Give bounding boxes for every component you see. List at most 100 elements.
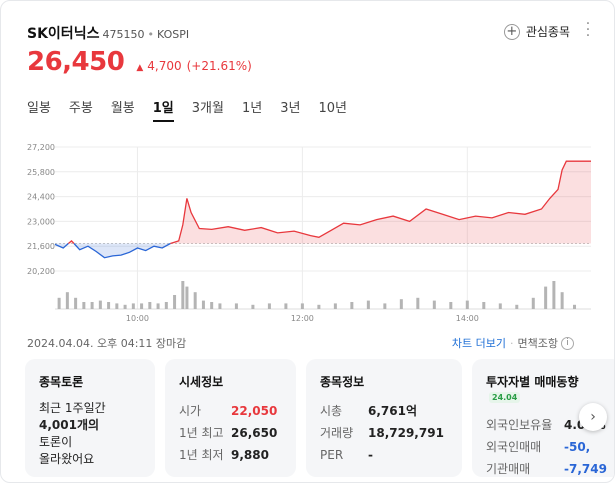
institution-trade-row: 기관매매 -7,749 bbox=[486, 458, 608, 480]
volume-bar bbox=[317, 304, 321, 309]
open-price-value: 22,050 bbox=[231, 404, 278, 418]
volume-bar bbox=[399, 299, 403, 309]
volume-bar bbox=[416, 297, 420, 309]
volume-bar bbox=[515, 304, 519, 309]
institution-trade-label: 기관매매 bbox=[486, 462, 531, 476]
stock-info-panel[interactable]: 종목정보 시총 6,761억 거래량 18,729,791 PER - bbox=[306, 359, 462, 477]
year-low-label: 1년 최저 bbox=[179, 448, 224, 462]
open-price-row: 시가 22,050 bbox=[179, 400, 282, 422]
current-price: 26,450 bbox=[27, 47, 125, 77]
volume-bar bbox=[284, 303, 288, 309]
volume-bar bbox=[107, 302, 111, 309]
volume-bar bbox=[181, 281, 185, 309]
investor-trend-title: 투자자별 매매동향 24.04 bbox=[486, 373, 608, 404]
volume-bar bbox=[98, 300, 102, 309]
stock-name: SK이터닉스 bbox=[27, 26, 100, 42]
y-tick-label: 24,400 bbox=[27, 193, 55, 202]
discussion-line: 토론이 bbox=[39, 435, 73, 449]
link-separator: · bbox=[510, 336, 514, 350]
y-tick-label: 23,000 bbox=[27, 217, 55, 226]
volume-bar bbox=[82, 302, 86, 309]
price-line-down bbox=[54, 243, 69, 249]
tab-10year[interactable]: 10년 bbox=[318, 101, 347, 116]
discussion-line: 올라왔어요 bbox=[39, 452, 95, 466]
price-line-up bbox=[170, 160, 591, 245]
volume-row: 거래량 18,729,791 bbox=[320, 422, 448, 444]
more-chart-link[interactable]: 차트 더보기 bbox=[451, 337, 507, 350]
discussion-text: 최근 1주일간 4,001개의 토론이 올라왔어요 bbox=[39, 400, 141, 468]
volume-bar bbox=[57, 297, 61, 309]
y-tick-label: 27,200 bbox=[27, 143, 55, 152]
separator-dot: • bbox=[147, 28, 154, 41]
volume-bar bbox=[65, 292, 69, 309]
tab-weekly[interactable]: 주봉 bbox=[68, 101, 93, 116]
price-info-panel[interactable]: 시세정보 시가 22,050 1년 최고 26,650 1년 최저 9,880 bbox=[165, 359, 296, 477]
watchlist-label: 관심종목 bbox=[525, 25, 570, 39]
volume-bar bbox=[544, 286, 548, 309]
volume-bar bbox=[552, 281, 556, 309]
institution-trade-value: -7,749 bbox=[564, 462, 607, 476]
year-low-value: 9,880 bbox=[231, 448, 269, 462]
volume-bar bbox=[333, 303, 337, 309]
chevron-right-icon[interactable]: › bbox=[579, 403, 607, 431]
volume-bar bbox=[432, 300, 436, 309]
price-change-pct: (+21.61%) bbox=[186, 59, 252, 73]
volume-bar bbox=[573, 304, 577, 309]
discussion-count-value: 4,001개의 bbox=[39, 418, 100, 432]
price-info-title: 시세정보 bbox=[179, 375, 224, 389]
volume-bar bbox=[90, 302, 94, 309]
per-label: PER bbox=[320, 448, 344, 462]
volume-bar bbox=[465, 300, 469, 309]
info-icon[interactable]: i bbox=[561, 336, 574, 350]
discussion-count: 4,001개의 bbox=[39, 417, 141, 434]
year-high-row: 1년 최고 26,650 bbox=[179, 422, 282, 444]
tab-1year[interactable]: 1년 bbox=[241, 101, 263, 116]
y-tick-label: 25,800 bbox=[27, 168, 55, 177]
foreign-trade-value: -50, bbox=[564, 440, 591, 454]
discussion-title: 종목토론 bbox=[39, 375, 84, 389]
volume-bar bbox=[173, 295, 177, 309]
foreign-trade-label: 외국인매매 bbox=[486, 440, 542, 454]
disclaimer-link[interactable]: 면책조항 bbox=[517, 337, 558, 350]
year-high-value: 26,650 bbox=[231, 426, 278, 440]
x-tick-label: 14:00 bbox=[456, 314, 479, 323]
discussion-line: 최근 1주일간 bbox=[39, 401, 106, 415]
volume-bar bbox=[218, 303, 222, 309]
discussion-panel[interactable]: 종목토론 최근 1주일간 4,001개의 토론이 올라왔어요 bbox=[25, 359, 155, 477]
volume-bar bbox=[350, 302, 354, 309]
volume-bar bbox=[498, 303, 502, 309]
chart-links: 차트 더보기 · 면책조항 i bbox=[452, 335, 574, 351]
stock-title-row: SK이터닉스 475150 • KOSPI bbox=[27, 23, 189, 43]
price-line-up bbox=[67, 240, 75, 244]
intraday-price-chart[interactable]: 27,200 25,800 24,400 23,000 21,600 20,200 10:0… bbox=[1, 139, 615, 329]
tab-3month[interactable]: 3개월 bbox=[191, 101, 224, 116]
quote-row: 26,450 ▲ 4,700 (+21.61%) bbox=[27, 47, 252, 77]
volume-bar bbox=[123, 304, 127, 309]
price-line-down bbox=[73, 242, 171, 259]
price-area-up bbox=[170, 161, 591, 244]
stock-code: 475150 bbox=[102, 28, 145, 41]
tab-monthly[interactable]: 월봉 bbox=[110, 101, 135, 116]
market-cap-label: 시총 bbox=[320, 404, 343, 418]
tab-3year[interactable]: 3년 bbox=[280, 101, 301, 116]
x-tick-label: 10:00 bbox=[126, 314, 149, 323]
volume-value: 18,729,791 bbox=[368, 426, 444, 440]
add-watchlist-button[interactable]: + 관심종목 bbox=[503, 23, 570, 40]
stock-info-title: 종목정보 bbox=[320, 375, 365, 389]
volume-bar bbox=[300, 303, 304, 309]
up-triangle-icon: ▲ bbox=[136, 63, 144, 73]
date-badge: 24.04 bbox=[489, 392, 521, 403]
year-high-label: 1년 최고 bbox=[179, 426, 224, 440]
volume-bar bbox=[234, 303, 238, 309]
market-cap-value: 6,761억 bbox=[368, 404, 417, 418]
volume-bar bbox=[115, 303, 119, 309]
open-price-label: 시가 bbox=[179, 404, 202, 418]
price-area-down bbox=[55, 243, 69, 248]
tab-daily[interactable]: 일봉 bbox=[27, 101, 51, 116]
volume-bar bbox=[267, 303, 271, 309]
market-name: KOSPI bbox=[156, 28, 190, 41]
volume-bar bbox=[164, 302, 168, 309]
volume-bar bbox=[201, 300, 205, 309]
tab-1day[interactable]: 1일 bbox=[152, 97, 174, 122]
more-vertical-icon[interactable]: · · · bbox=[585, 16, 591, 44]
